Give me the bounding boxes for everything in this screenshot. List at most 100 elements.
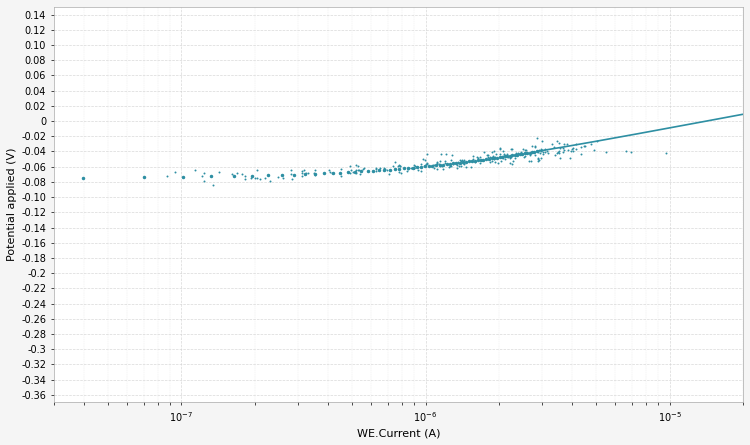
Point xyxy=(428,165,440,172)
Point xyxy=(535,145,547,152)
Point xyxy=(524,151,536,158)
Point xyxy=(406,165,418,172)
Point xyxy=(465,158,477,165)
Point xyxy=(387,163,399,170)
Point xyxy=(344,170,355,177)
Point xyxy=(494,151,506,158)
Point xyxy=(347,169,359,176)
Point xyxy=(413,164,424,171)
Point xyxy=(302,170,314,177)
Point xyxy=(492,159,504,166)
Point xyxy=(419,156,431,163)
Point xyxy=(571,140,583,147)
Point xyxy=(296,170,308,177)
Point xyxy=(198,170,210,177)
Point xyxy=(574,143,586,150)
Point xyxy=(550,138,562,145)
Point xyxy=(430,161,442,168)
Point xyxy=(296,167,307,174)
Point xyxy=(495,158,507,165)
Point xyxy=(515,149,527,156)
Point xyxy=(296,173,307,180)
Point xyxy=(278,175,290,182)
Point xyxy=(565,147,577,154)
Point xyxy=(556,144,568,151)
Point xyxy=(542,150,554,157)
Point xyxy=(497,152,509,159)
Point xyxy=(520,146,532,153)
Point xyxy=(530,135,542,142)
Point xyxy=(284,170,296,178)
Point xyxy=(420,161,432,168)
Point xyxy=(430,158,442,165)
Point xyxy=(236,170,248,178)
Point xyxy=(625,149,637,156)
Point xyxy=(350,170,361,177)
Point xyxy=(536,146,548,154)
Point xyxy=(501,150,513,158)
Point xyxy=(417,156,429,163)
Point xyxy=(532,157,544,164)
Point xyxy=(323,166,335,174)
Point xyxy=(334,172,346,179)
Point xyxy=(446,151,458,158)
Point xyxy=(451,162,463,169)
Point xyxy=(251,166,263,174)
Point xyxy=(239,175,251,182)
Point xyxy=(392,161,404,168)
Point xyxy=(272,173,284,180)
Point xyxy=(406,165,418,172)
Point xyxy=(490,150,502,158)
Point xyxy=(500,156,512,163)
Point xyxy=(433,160,445,167)
Point xyxy=(552,149,564,156)
Point xyxy=(421,160,433,167)
Point xyxy=(370,164,382,171)
Point xyxy=(452,158,464,166)
Point xyxy=(505,146,517,153)
Point xyxy=(427,161,439,168)
Point xyxy=(488,147,500,154)
Point xyxy=(310,166,322,174)
Point xyxy=(460,164,472,171)
Point xyxy=(413,167,424,174)
Point xyxy=(532,155,544,162)
Point xyxy=(584,141,596,148)
Point xyxy=(474,159,486,166)
Point xyxy=(518,152,530,159)
Point xyxy=(260,175,272,182)
Point xyxy=(431,165,443,172)
Point xyxy=(562,141,574,148)
Point xyxy=(575,150,587,157)
Point xyxy=(538,145,550,152)
Point xyxy=(352,162,364,169)
Point xyxy=(518,146,530,154)
Point xyxy=(488,156,500,163)
Point xyxy=(189,166,201,174)
Point xyxy=(505,154,517,161)
Point xyxy=(254,175,266,182)
Point xyxy=(506,160,518,167)
Point xyxy=(350,161,362,168)
Point xyxy=(286,175,298,182)
Point xyxy=(358,164,370,171)
Point xyxy=(392,169,404,176)
Point xyxy=(370,167,382,174)
Point xyxy=(344,162,355,170)
Point xyxy=(458,157,470,164)
Point xyxy=(422,150,434,158)
Point xyxy=(427,161,439,168)
Point xyxy=(437,166,449,173)
Point xyxy=(567,148,579,155)
Point xyxy=(523,157,535,164)
Point xyxy=(566,145,578,152)
Point xyxy=(436,163,448,170)
Point xyxy=(239,172,251,179)
Point xyxy=(434,158,446,165)
Point xyxy=(370,166,382,173)
Point xyxy=(403,166,415,173)
Point xyxy=(530,142,542,150)
Point xyxy=(454,157,466,164)
Point xyxy=(482,151,494,158)
Point xyxy=(453,163,465,170)
